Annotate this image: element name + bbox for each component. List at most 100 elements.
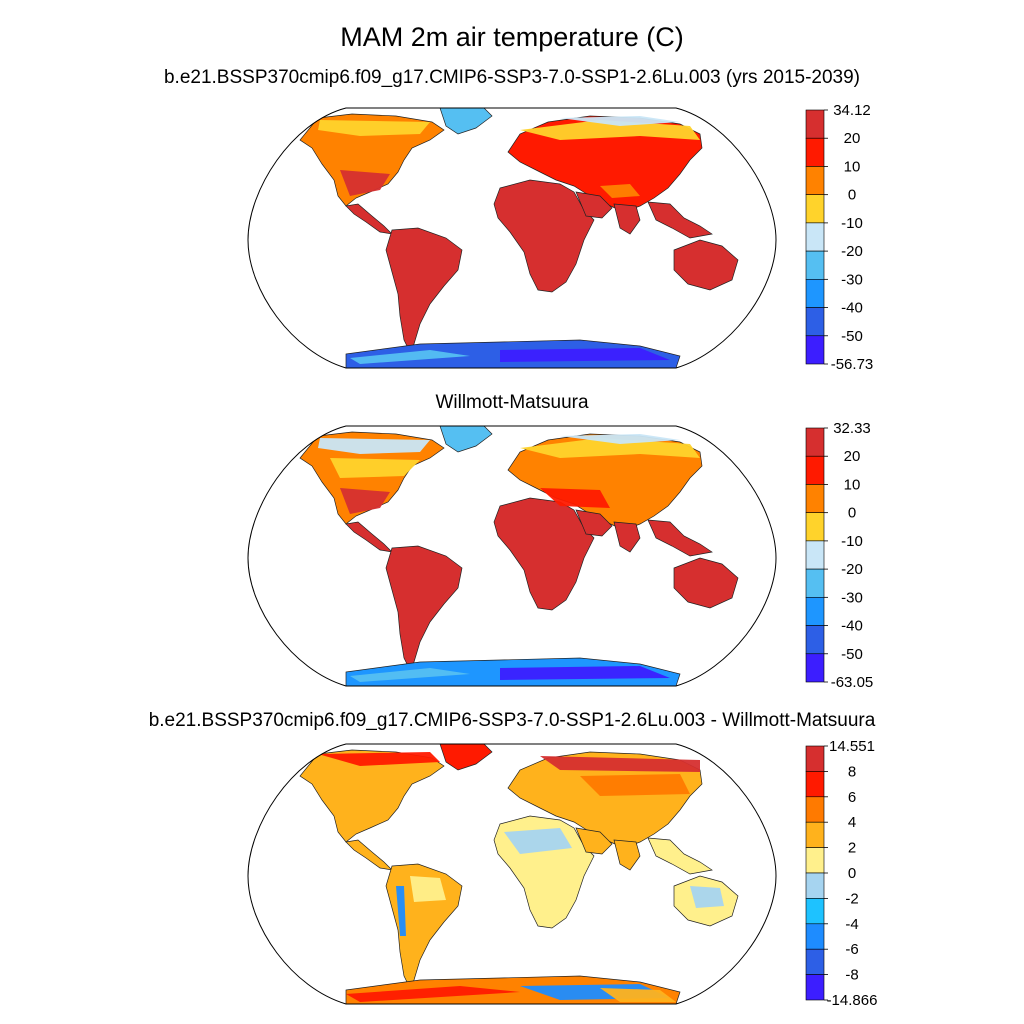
region-namerica-mid	[330, 458, 420, 478]
region-namerica-south	[340, 170, 390, 196]
colorbar-label: -10	[841, 533, 863, 550]
colorbar-swatch	[805, 194, 825, 224]
colorbar-swatch	[805, 847, 825, 874]
colorbar-label: -30	[841, 589, 863, 606]
colorbar-swatch	[805, 427, 825, 457]
colorbar-label: -2	[845, 890, 858, 907]
land-arabia	[575, 509, 613, 537]
panel-2-subtitle: Willmott-Matsuura	[435, 392, 589, 413]
region-eurasia-arctic	[560, 434, 680, 444]
colorbar-swatch	[805, 512, 825, 542]
region-antarctica-mid	[600, 988, 676, 1002]
land-samerica	[385, 545, 463, 671]
colorbar-label: -50	[841, 646, 863, 663]
observed-colorbar: 32.33 20 10 0 -10 -20 -30 -40 -50 -63.05	[805, 420, 874, 691]
colorbar-label: 0	[848, 187, 856, 204]
region-eurasia-north	[520, 120, 700, 140]
colorbar-label: 20	[844, 130, 861, 147]
land-australia	[673, 557, 739, 609]
colorbar-label: -10	[841, 215, 863, 232]
panel-2-svg: 32.33 20 10 0 -10 -20 -30 -40 -50 -63.05	[247, 420, 874, 691]
colorbar-label: -14.866	[827, 992, 878, 1009]
model-colorbar: 34.12 20 10 0 -10 -20 -30 -40 -50 -56.73	[805, 102, 874, 373]
colorbar-label: -50	[841, 328, 863, 345]
colorbar-label: -20	[841, 243, 863, 260]
region-antarctica-east	[500, 348, 670, 362]
colorbar-swatch	[805, 455, 825, 485]
region-namerica-south	[340, 488, 390, 514]
colorbar-swatch	[805, 109, 825, 139]
colorbar-label: -30	[841, 271, 863, 288]
region-mideast	[540, 488, 610, 508]
land-arabia	[575, 827, 613, 855]
land-india	[613, 839, 641, 871]
panel-1-svg: 34.12 20 10 0 -10 -20 -30 -40 -50 -56.73	[247, 102, 874, 373]
colorbar-swatch	[805, 974, 825, 1001]
land-seasia	[647, 837, 713, 875]
land-india	[613, 521, 641, 553]
colorbar-swatch	[805, 307, 825, 337]
land-africa	[493, 179, 595, 293]
map-outline	[247, 743, 777, 1005]
panel-2: 32.33 20 10 0 -10 -20 -30 -40 -50 -63.05	[0, 418, 1024, 698]
colorbar-swatch	[805, 250, 825, 280]
land-africa	[493, 497, 595, 611]
region-siberia-warm	[580, 774, 690, 796]
colorbar-label: 34.12	[833, 102, 871, 119]
panel-3-subtitle: b.e21.BSSP370cmip6.f09_g17.CMIP6-SSP3-7.…	[148, 710, 876, 731]
colorbar-swatch	[805, 898, 825, 925]
land-seasia	[647, 201, 713, 239]
colorbar-swatch	[805, 597, 825, 626]
region-australia-cool	[690, 886, 724, 908]
colorbar-swatch	[805, 745, 825, 772]
colorbar-swatch	[805, 484, 825, 513]
panel-1-subtitle: b.e21.BSSP370cmip6.f09_g17.CMIP6-SSP3-7.…	[163, 67, 861, 88]
land-samerica	[385, 227, 463, 353]
land-eurasia	[507, 115, 703, 213]
land-arabia	[575, 191, 613, 219]
region-antarctica-coast	[350, 350, 470, 364]
colorbar-swatch	[805, 222, 825, 252]
colorbar-label: 14.551	[829, 738, 875, 755]
colorbar-label: 10	[844, 476, 861, 493]
region-eurasia-arctic	[540, 756, 700, 772]
panel-1: 34.12 20 10 0 -10 -20 -30 -40 -50 -56.73	[0, 100, 1024, 380]
colorbar-label: 2	[848, 840, 856, 857]
colorbar-label: -8	[845, 967, 858, 984]
colorbar-label: 6	[848, 789, 856, 806]
colorbar-swatch	[805, 821, 825, 848]
colorbar-swatch	[805, 796, 825, 823]
region-namerica-north	[318, 120, 430, 136]
colorbar-swatch	[805, 923, 825, 950]
land-namerica	[299, 431, 445, 525]
colorbar-swatch	[805, 872, 825, 899]
colorbar-swatch	[805, 948, 825, 975]
land-india	[613, 203, 641, 235]
colorbar-label: -56.73	[831, 356, 874, 373]
observed-temperature-map	[247, 425, 777, 687]
region-tibet	[600, 184, 640, 198]
colorbar-label: -4	[845, 916, 858, 933]
colorbar-swatch	[805, 568, 825, 598]
colorbar-label: -63.05	[831, 674, 874, 691]
colorbar-swatch	[805, 166, 825, 195]
land-greenland	[439, 744, 493, 771]
colorbar-label: 32.33	[833, 420, 871, 437]
land-greenland	[439, 426, 493, 453]
model-temperature-map	[247, 107, 777, 369]
colorbar-swatch	[805, 279, 825, 308]
region-amazon	[410, 876, 446, 902]
colorbar-label: 4	[848, 814, 856, 831]
region-andes-cool	[396, 886, 406, 936]
colorbar-swatch	[805, 137, 825, 167]
colorbar-swatch	[805, 625, 825, 655]
region-eurasia-north	[520, 438, 700, 458]
colorbar-label: 8	[848, 763, 856, 780]
colorbar-label: 0	[848, 865, 856, 882]
colorbar-swatch	[805, 335, 825, 365]
map-outline	[247, 107, 777, 369]
colorbar-label: -40	[841, 300, 863, 317]
colorbar-label: -40	[841, 618, 863, 635]
land-australia	[673, 239, 739, 291]
figure-title: MAM 2m air temperature (C)	[340, 22, 684, 52]
